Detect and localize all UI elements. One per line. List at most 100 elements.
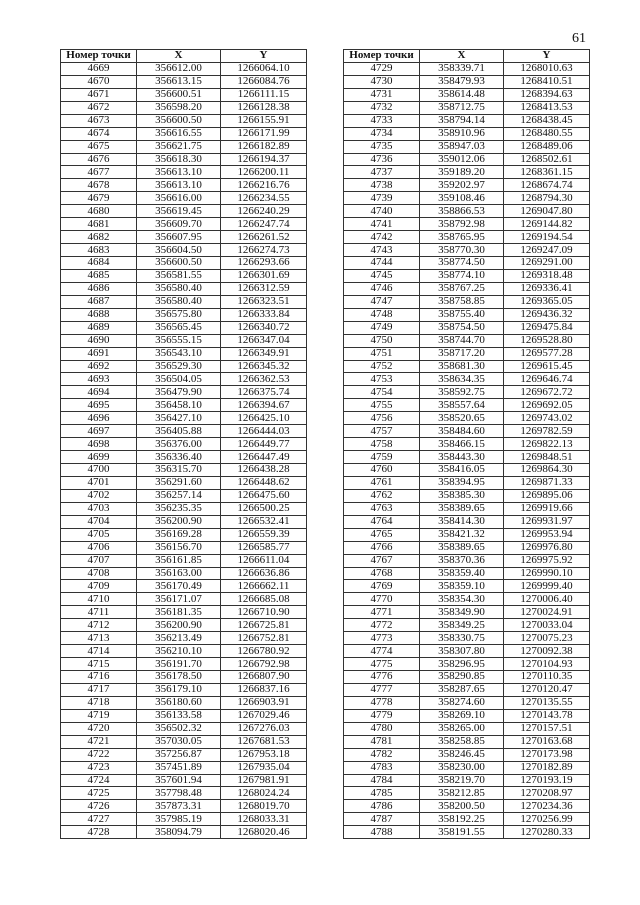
point-number-cell: 4729 — [343, 61, 420, 76]
point-number-cell: 4681 — [60, 217, 137, 232]
table-row: 4714 356210.10 1266780.92 — [60, 644, 307, 659]
x-cell: 358212.85 — [419, 786, 504, 801]
y-cell: 1266438.28 — [220, 463, 307, 477]
point-number-cell: 4720 — [60, 721, 137, 736]
x-cell: 356612.00 — [136, 61, 221, 76]
x-cell: 358634.35 — [419, 372, 504, 387]
point-number-cell: 4691 — [60, 346, 137, 361]
y-cell: 1268033.31 — [220, 812, 307, 827]
table-row: 4672 356598.20 1266128.38 — [60, 100, 307, 115]
table-header-row: Номер точки X Y — [343, 49, 590, 63]
y-cell: 1270135.55 — [503, 695, 590, 710]
x-cell: 358754.50 — [419, 320, 504, 335]
x-cell: 356213.49 — [136, 631, 221, 646]
x-cell: 356169.28 — [136, 527, 221, 542]
point-number-cell: 4778 — [343, 695, 420, 710]
table-row: 4732 358712.75 1268413.53 — [343, 100, 590, 115]
page-number: 61 — [572, 31, 586, 46]
point-number-cell: 4710 — [60, 592, 137, 607]
table-row: 4740 358866.53 1269047.80 — [343, 204, 590, 219]
table-row: 4737 359189.20 1268361.15 — [343, 165, 590, 180]
x-cell: 358230.00 — [419, 760, 504, 775]
x-cell: 356581.55 — [136, 268, 221, 283]
y-cell: 1268413.53 — [503, 100, 590, 115]
x-cell: 358466.15 — [419, 437, 504, 452]
x-cell: 356210.10 — [136, 644, 221, 659]
header-point-number: Номер точки — [343, 49, 420, 63]
x-cell: 358246.45 — [419, 747, 504, 762]
y-cell: 1270006.40 — [503, 592, 590, 607]
x-cell: 358416.05 — [419, 463, 504, 477]
x-cell: 358349.90 — [419, 605, 504, 620]
header-x: X — [136, 49, 221, 63]
x-cell: 359108.46 — [419, 191, 504, 206]
y-cell: 1269047.80 — [503, 204, 590, 219]
x-cell: 356179.10 — [136, 682, 221, 697]
table-row: 4723 357451.89 1267935.04 — [60, 760, 307, 775]
y-cell: 1269194.54 — [503, 230, 590, 245]
y-cell: 1268438.45 — [503, 113, 590, 128]
x-cell: 358947.03 — [419, 139, 504, 154]
table-row: 4739 359108.46 1268794.30 — [343, 191, 590, 206]
y-cell: 1269436.32 — [503, 307, 590, 322]
point-number-cell: 4774 — [343, 644, 420, 659]
table-row: 4725 357798.48 1268024.24 — [60, 786, 307, 801]
y-cell: 1266261.52 — [220, 230, 307, 245]
point-number-cell: 4716 — [60, 670, 137, 684]
x-cell: 358192.25 — [419, 812, 504, 827]
table-row: 4764 358414.30 1269931.97 — [343, 514, 590, 529]
y-cell: 1270280.33 — [503, 825, 590, 840]
point-number-cell: 4759 — [343, 450, 420, 464]
y-cell: 1269976.80 — [503, 540, 590, 555]
x-cell: 358359.10 — [419, 579, 504, 594]
point-number-cell: 4721 — [60, 734, 137, 749]
y-cell: 1266447.49 — [220, 450, 307, 464]
table-row: 4676 356618.30 1266194.37 — [60, 152, 307, 167]
table-row: 4715 356191.70 1266792.98 — [60, 657, 307, 671]
y-cell: 1266685.08 — [220, 592, 307, 607]
point-number-cell: 4752 — [343, 359, 420, 374]
table-row: 4684 356600.50 1266293.66 — [60, 256, 307, 270]
x-cell: 358354.30 — [419, 592, 504, 607]
y-cell: 1269871.33 — [503, 475, 590, 490]
point-number-cell: 4719 — [60, 708, 137, 723]
y-cell: 1270120.47 — [503, 682, 590, 697]
table-row: 4701 356291.60 1266448.62 — [60, 475, 307, 490]
point-number-cell: 4758 — [343, 437, 420, 452]
y-cell: 1266903.91 — [220, 695, 307, 710]
point-number-cell: 4723 — [60, 760, 137, 775]
point-number-cell: 4745 — [343, 268, 420, 283]
y-cell: 1270092.38 — [503, 644, 590, 659]
table-row: 4766 358389.65 1269976.80 — [343, 540, 590, 555]
point-number-cell: 4683 — [60, 243, 137, 257]
point-number-cell: 4772 — [343, 618, 420, 633]
table-row: 4748 358755.40 1269436.32 — [343, 307, 590, 322]
table-row: 4696 356427.10 1266425.10 — [60, 411, 307, 426]
x-cell: 356613.10 — [136, 178, 221, 193]
point-number-cell: 4733 — [343, 113, 420, 128]
x-cell: 358200.50 — [419, 799, 504, 814]
y-cell: 1266500.25 — [220, 501, 307, 516]
point-number-cell: 4738 — [343, 178, 420, 193]
point-number-cell: 4711 — [60, 605, 137, 620]
y-cell: 1270075.23 — [503, 631, 590, 646]
table-row: 4734 358910.96 1268480.55 — [343, 126, 590, 141]
x-cell: 356580.40 — [136, 281, 221, 296]
point-number-cell: 4697 — [60, 424, 137, 439]
table-row: 4713 356213.49 1266752.81 — [60, 631, 307, 646]
y-cell: 1266425.10 — [220, 411, 307, 426]
y-cell: 1266710.90 — [220, 605, 307, 620]
table-row: 4707 356161.85 1266611.04 — [60, 553, 307, 568]
y-cell: 1266636.86 — [220, 566, 307, 581]
table-row: 4761 358394.95 1269871.33 — [343, 475, 590, 490]
table-row: 4744 358774.50 1269291.00 — [343, 256, 590, 270]
y-cell: 1266171.99 — [220, 126, 307, 141]
table-row: 4700 356315.70 1266438.28 — [60, 463, 307, 477]
y-cell: 1266780.92 — [220, 644, 307, 659]
y-cell: 1266532.41 — [220, 514, 307, 529]
x-cell: 356565.45 — [136, 320, 221, 335]
x-cell: 356529.30 — [136, 359, 221, 374]
table-row: 4742 358765.95 1269194.54 — [343, 230, 590, 245]
x-cell: 357030.05 — [136, 734, 221, 749]
table-row: 4782 358246.45 1270173.98 — [343, 747, 590, 762]
